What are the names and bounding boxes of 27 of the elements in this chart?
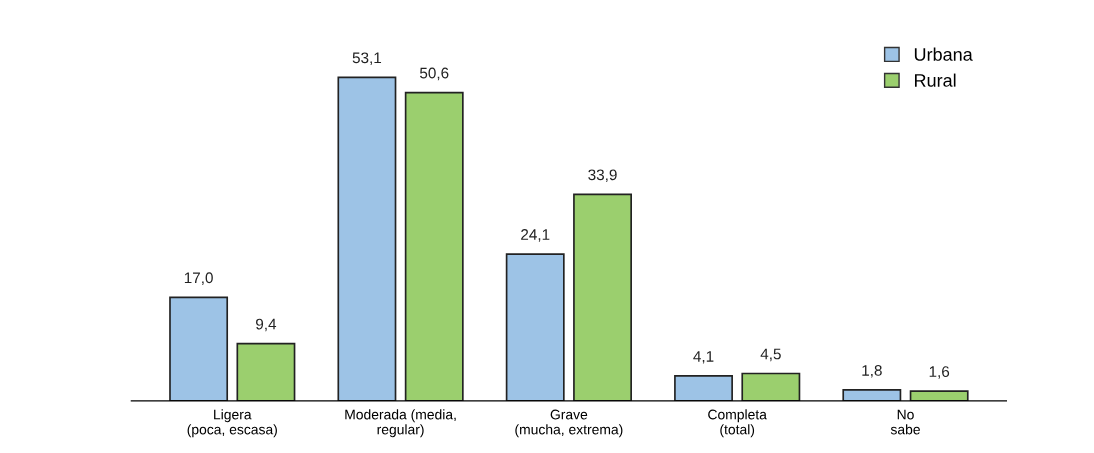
x-tick-label: Ligera (poca, escasa) xyxy=(187,409,277,438)
x-tick-label: Grave (mucha, extrema) xyxy=(515,409,623,438)
data-label: 24,1 xyxy=(521,229,550,242)
bar xyxy=(404,91,464,401)
bar xyxy=(505,253,565,401)
legend-label: Urbana xyxy=(914,47,973,61)
data-label: 4,1 xyxy=(693,351,714,364)
data-label: 53,1 xyxy=(352,52,382,66)
bar xyxy=(337,76,397,401)
bar xyxy=(741,372,801,401)
x-tick-label: No sabe xyxy=(890,409,920,435)
bar xyxy=(842,389,902,401)
data-label: 33,9 xyxy=(588,169,617,182)
data-label: 17,0 xyxy=(184,272,213,285)
data-label: 1,6 xyxy=(929,366,950,379)
data-label: 9,4 xyxy=(256,318,277,332)
data-label: 4,5 xyxy=(760,348,781,362)
data-label: 1,8 xyxy=(862,364,882,378)
bar xyxy=(573,193,632,401)
x-tick-label: Completa (total) xyxy=(708,409,767,438)
data-label: 50,6 xyxy=(419,67,449,81)
bar xyxy=(169,296,229,401)
legend-label: Rural xyxy=(914,73,956,87)
bar xyxy=(236,342,296,401)
x-tick-label: Moderada (media, regular) xyxy=(345,409,456,438)
bar xyxy=(909,390,969,401)
bar xyxy=(674,375,733,401)
